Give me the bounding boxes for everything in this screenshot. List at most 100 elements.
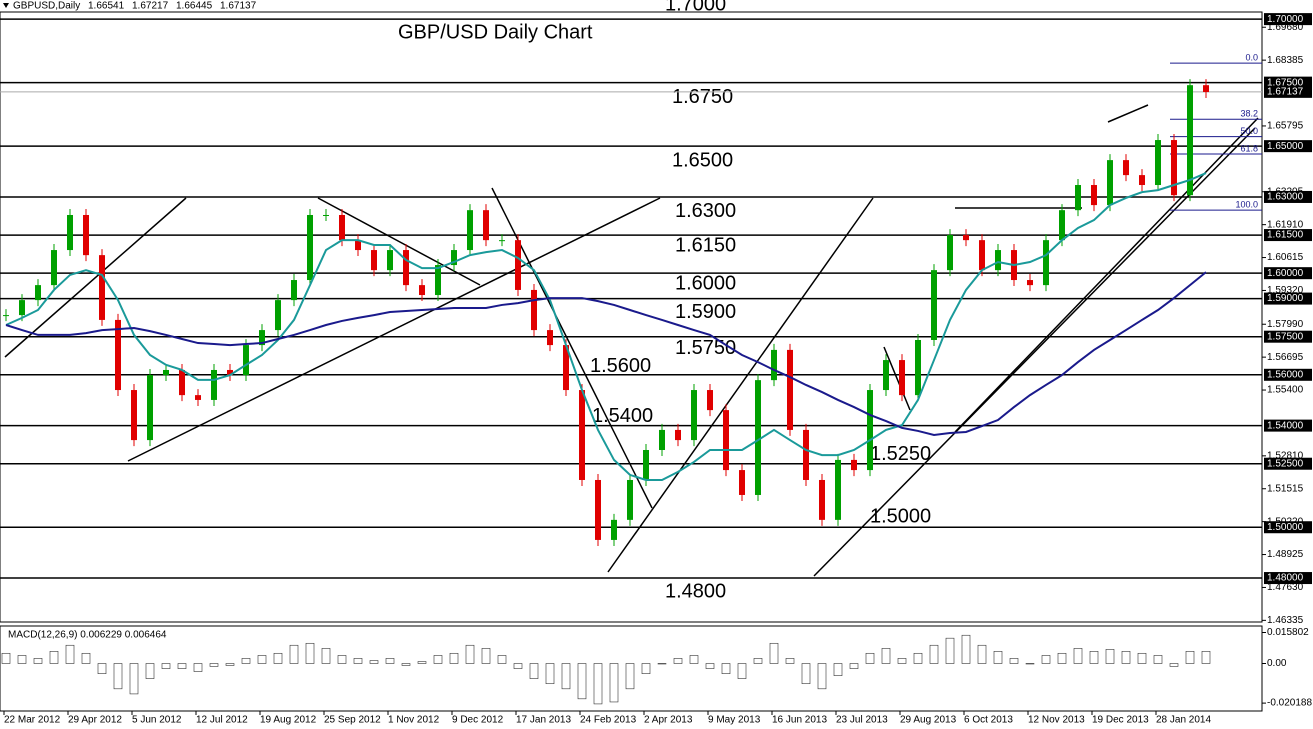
candle bbox=[179, 369, 185, 396]
macd-bar bbox=[193, 663, 203, 672]
trendline bbox=[127, 197, 661, 462]
macd-bar bbox=[209, 663, 219, 667]
candle bbox=[355, 240, 361, 251]
candle bbox=[291, 280, 297, 301]
candle bbox=[51, 250, 57, 286]
candle bbox=[1107, 160, 1113, 206]
trendline bbox=[954, 117, 1259, 433]
candle bbox=[691, 390, 697, 441]
macd-bar bbox=[145, 663, 155, 679]
macd-bar bbox=[161, 663, 171, 669]
candle bbox=[867, 390, 873, 471]
candle bbox=[467, 210, 473, 251]
price-panel bbox=[0, 11, 1263, 623]
macd-bar bbox=[785, 658, 795, 664]
macd-bar bbox=[1169, 663, 1179, 667]
candle bbox=[99, 255, 105, 320]
level-annotation: 1.6150 bbox=[675, 234, 736, 256]
macd-bar bbox=[417, 661, 427, 664]
y-tick-label: 1.61910 bbox=[1267, 219, 1304, 230]
macd-bar bbox=[545, 663, 555, 685]
macd-bar bbox=[1185, 651, 1195, 664]
macd-bar bbox=[1201, 651, 1211, 664]
fib-label: 50.0 bbox=[1240, 126, 1258, 136]
candle bbox=[995, 250, 1001, 271]
candle bbox=[963, 235, 969, 241]
candle bbox=[483, 210, 489, 241]
candle bbox=[563, 345, 569, 391]
macd-panel bbox=[0, 625, 1263, 712]
axis-label-bg bbox=[1264, 368, 1312, 381]
level-annotation: 1.6500 bbox=[672, 149, 733, 171]
axis-label-bg bbox=[1264, 140, 1312, 153]
level-annotation: 1.4800 bbox=[665, 580, 726, 602]
axis-label-bg bbox=[1264, 76, 1312, 89]
macd-bar bbox=[257, 655, 267, 664]
macd-bar bbox=[961, 634, 971, 664]
candle bbox=[787, 349, 793, 430]
y-tick-label: 1.47630 bbox=[1267, 582, 1304, 593]
candle bbox=[755, 380, 761, 495]
macd-bar bbox=[737, 663, 747, 679]
candle bbox=[243, 345, 249, 376]
macd-bar bbox=[81, 652, 91, 664]
level-axis-label: 1.60000 bbox=[1267, 268, 1304, 279]
y-tick-label: 1.52810 bbox=[1267, 450, 1304, 461]
candle bbox=[835, 459, 841, 520]
level-annotation: 1.6750 bbox=[672, 86, 733, 108]
y-tick-label: 1.51515 bbox=[1267, 483, 1304, 494]
macd-bar bbox=[1073, 648, 1083, 664]
macd-bar bbox=[49, 651, 59, 664]
macd-bar bbox=[641, 663, 651, 674]
candle bbox=[307, 214, 313, 281]
macd-tick-label: 0.00 bbox=[1267, 658, 1287, 669]
macd-bar bbox=[593, 663, 603, 705]
current-price-label: 1.67137 bbox=[1267, 86, 1304, 97]
level-axis-label: 1.54000 bbox=[1267, 420, 1304, 431]
x-tick-label: 23 Jul 2013 bbox=[836, 715, 888, 726]
level-axis-label: 1.52500 bbox=[1267, 458, 1304, 469]
x-tick-label: 28 Jan 2014 bbox=[1156, 715, 1211, 726]
level-axis-label: 1.48000 bbox=[1267, 573, 1304, 584]
candle bbox=[211, 369, 217, 400]
macd-tick-label: -0.020188 bbox=[1267, 698, 1312, 709]
ohlc-value: 1.67217 bbox=[132, 1, 169, 12]
axis-label-bg bbox=[1264, 457, 1312, 470]
macd-bar bbox=[369, 660, 379, 664]
candle bbox=[19, 300, 25, 316]
candle bbox=[851, 459, 857, 471]
macd-bar bbox=[673, 658, 683, 664]
macd-bar bbox=[977, 644, 987, 664]
level-annotation: 1.5400 bbox=[592, 405, 653, 427]
macd-bar bbox=[657, 663, 667, 665]
candle bbox=[371, 250, 377, 271]
macd-bar bbox=[497, 655, 507, 664]
level-annotation: 1.6300 bbox=[675, 200, 736, 222]
y-tick-label: 1.57990 bbox=[1267, 319, 1304, 330]
candle bbox=[131, 390, 137, 441]
level-annotation: 1.5600 bbox=[590, 355, 651, 377]
candle bbox=[723, 410, 729, 471]
candle bbox=[275, 300, 281, 331]
macd-bar bbox=[33, 658, 43, 664]
y-tick-label: 1.69680 bbox=[1267, 22, 1304, 33]
macd-bar bbox=[945, 637, 955, 664]
candle bbox=[803, 429, 809, 480]
y-tick-label: 1.65795 bbox=[1267, 121, 1304, 132]
macd-bar bbox=[849, 663, 859, 669]
candle bbox=[643, 450, 649, 480]
macd-bar bbox=[225, 663, 235, 666]
x-tick-label: 16 Jun 2013 bbox=[772, 715, 827, 726]
level-annotation: 1.6000 bbox=[675, 272, 736, 294]
trendline bbox=[4, 197, 187, 358]
macd-bar bbox=[1089, 651, 1099, 664]
candle bbox=[67, 214, 73, 251]
trendline bbox=[883, 346, 911, 411]
macd-bar bbox=[753, 658, 763, 664]
candle bbox=[659, 429, 665, 451]
macd-title: MACD(12,26,9) 0.006229 0.006464 bbox=[8, 630, 167, 641]
macd-bar bbox=[273, 652, 283, 664]
candle bbox=[1027, 280, 1033, 286]
macd-bar bbox=[1105, 649, 1115, 664]
level-axis-label: 1.50000 bbox=[1267, 522, 1304, 533]
